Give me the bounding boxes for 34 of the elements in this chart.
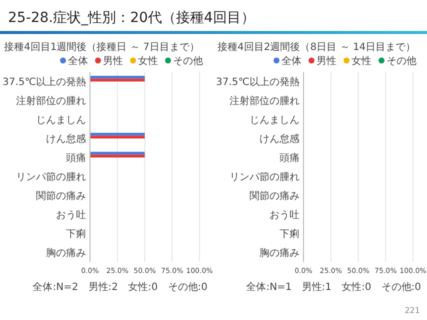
legend-label: 男性 xyxy=(316,55,336,67)
y-tick-label: けん怠感 xyxy=(46,133,86,145)
y-tick-label: 関節の痛み xyxy=(250,190,300,202)
y-tick-label: 胸の痛み xyxy=(260,247,300,259)
y-tick-label: 頭痛 xyxy=(66,152,86,164)
legend-label: 女性 xyxy=(352,55,372,67)
text: 221 xyxy=(404,306,420,315)
chart-title: 接種4回目2週間後（8日目 ～ 14日目まで） xyxy=(218,41,416,53)
chart-subtitle: 接種4回目1週間後（接種日 ～ 7日目まで） xyxy=(4,41,200,53)
y-tick-label: じんましん xyxy=(36,115,86,126)
text: 全体:N=2 男性:2 女性:0 その他:0 xyxy=(32,281,208,293)
legend-label: 全体 xyxy=(68,55,88,67)
legend-label: 女性 xyxy=(138,55,158,67)
y-tick-label: 注射部位の腫れ xyxy=(230,95,300,107)
legend-label: 全体 xyxy=(282,55,302,67)
y-tick-label: リンパ節の腫れ xyxy=(230,171,300,183)
y-tick-label: 37.5℃以上の発熱 xyxy=(2,76,86,88)
y-tick-label: じんましん xyxy=(250,115,300,126)
y-tick-label: 下痢 xyxy=(66,228,86,240)
y-tick-label: けん怠感 xyxy=(260,133,300,145)
legend-label: その他 xyxy=(173,55,203,67)
y-tick-label: おう吐 xyxy=(56,209,86,221)
y-tick-label: リンパ節の腫れ xyxy=(16,171,86,183)
y-tick-label: 注射部位の腫れ xyxy=(16,95,86,107)
legend-label: 男性 xyxy=(103,55,123,67)
y-tick-label: 下痢 xyxy=(280,228,300,240)
y-tick-label: 37.5℃以上の発熱 xyxy=(216,76,300,88)
text: 全体:N=1 男性:1 女性:0 その他:0 xyxy=(246,281,421,293)
legend-label: その他 xyxy=(386,55,416,67)
y-tick-label: 関節の痛み xyxy=(36,190,86,202)
chart-title: 25-28.症状_性別：20代（接種4回目） xyxy=(8,10,255,26)
y-tick-label: 頭痛 xyxy=(280,152,300,164)
y-tick-label: おう吐 xyxy=(270,209,300,221)
y-tick-label: 胸の痛み xyxy=(46,247,86,259)
